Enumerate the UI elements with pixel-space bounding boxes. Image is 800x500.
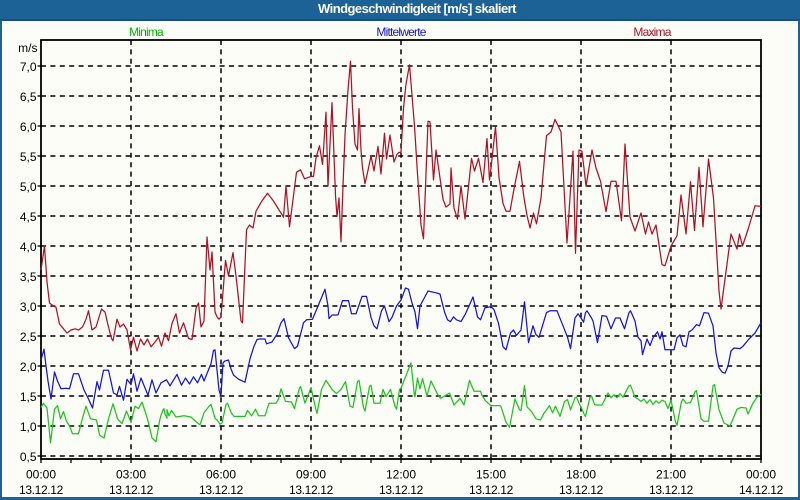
svg-text:06:00: 06:00	[206, 468, 236, 482]
svg-text:13.12.12: 13.12.12	[469, 483, 514, 497]
svg-text:5,5: 5,5	[20, 150, 37, 164]
svg-text:03:00: 03:00	[116, 468, 146, 482]
svg-text:18:00: 18:00	[566, 468, 596, 482]
svg-text:4,5: 4,5	[20, 210, 37, 224]
svg-text:15:00: 15:00	[476, 468, 506, 482]
svg-text:5,0: 5,0	[20, 180, 37, 194]
svg-text:00:00: 00:00	[26, 468, 56, 482]
svg-text:13.12.12: 13.12.12	[379, 483, 424, 497]
svg-text:13.12.12: 13.12.12	[199, 483, 244, 497]
svg-text:13.12.12: 13.12.12	[649, 483, 694, 497]
svg-text:12:00: 12:00	[386, 468, 416, 482]
svg-text:13.12.12: 13.12.12	[19, 483, 64, 497]
svg-text:14.12.12: 14.12.12	[739, 483, 784, 497]
svg-text:3,0: 3,0	[20, 300, 37, 314]
svg-text:09:00: 09:00	[296, 468, 326, 482]
svg-text:0,5: 0,5	[20, 450, 37, 464]
svg-text:m/s: m/s	[18, 41, 37, 55]
svg-text:13.12.12: 13.12.12	[559, 483, 604, 497]
svg-text:3,5: 3,5	[20, 270, 37, 284]
svg-text:21:00: 21:00	[656, 468, 686, 482]
svg-text:1,5: 1,5	[20, 390, 37, 404]
svg-text:2,0: 2,0	[20, 360, 37, 374]
svg-text:1,0: 1,0	[20, 420, 37, 434]
svg-text:13.12.12: 13.12.12	[289, 483, 334, 497]
svg-text:6,5: 6,5	[20, 90, 37, 104]
svg-text:13.12.12: 13.12.12	[109, 483, 154, 497]
svg-text:6,0: 6,0	[20, 120, 37, 134]
svg-text:00:00: 00:00	[746, 468, 776, 482]
svg-text:2,5: 2,5	[20, 330, 37, 344]
svg-text:7,0: 7,0	[20, 60, 37, 74]
svg-text:4,0: 4,0	[20, 240, 37, 254]
